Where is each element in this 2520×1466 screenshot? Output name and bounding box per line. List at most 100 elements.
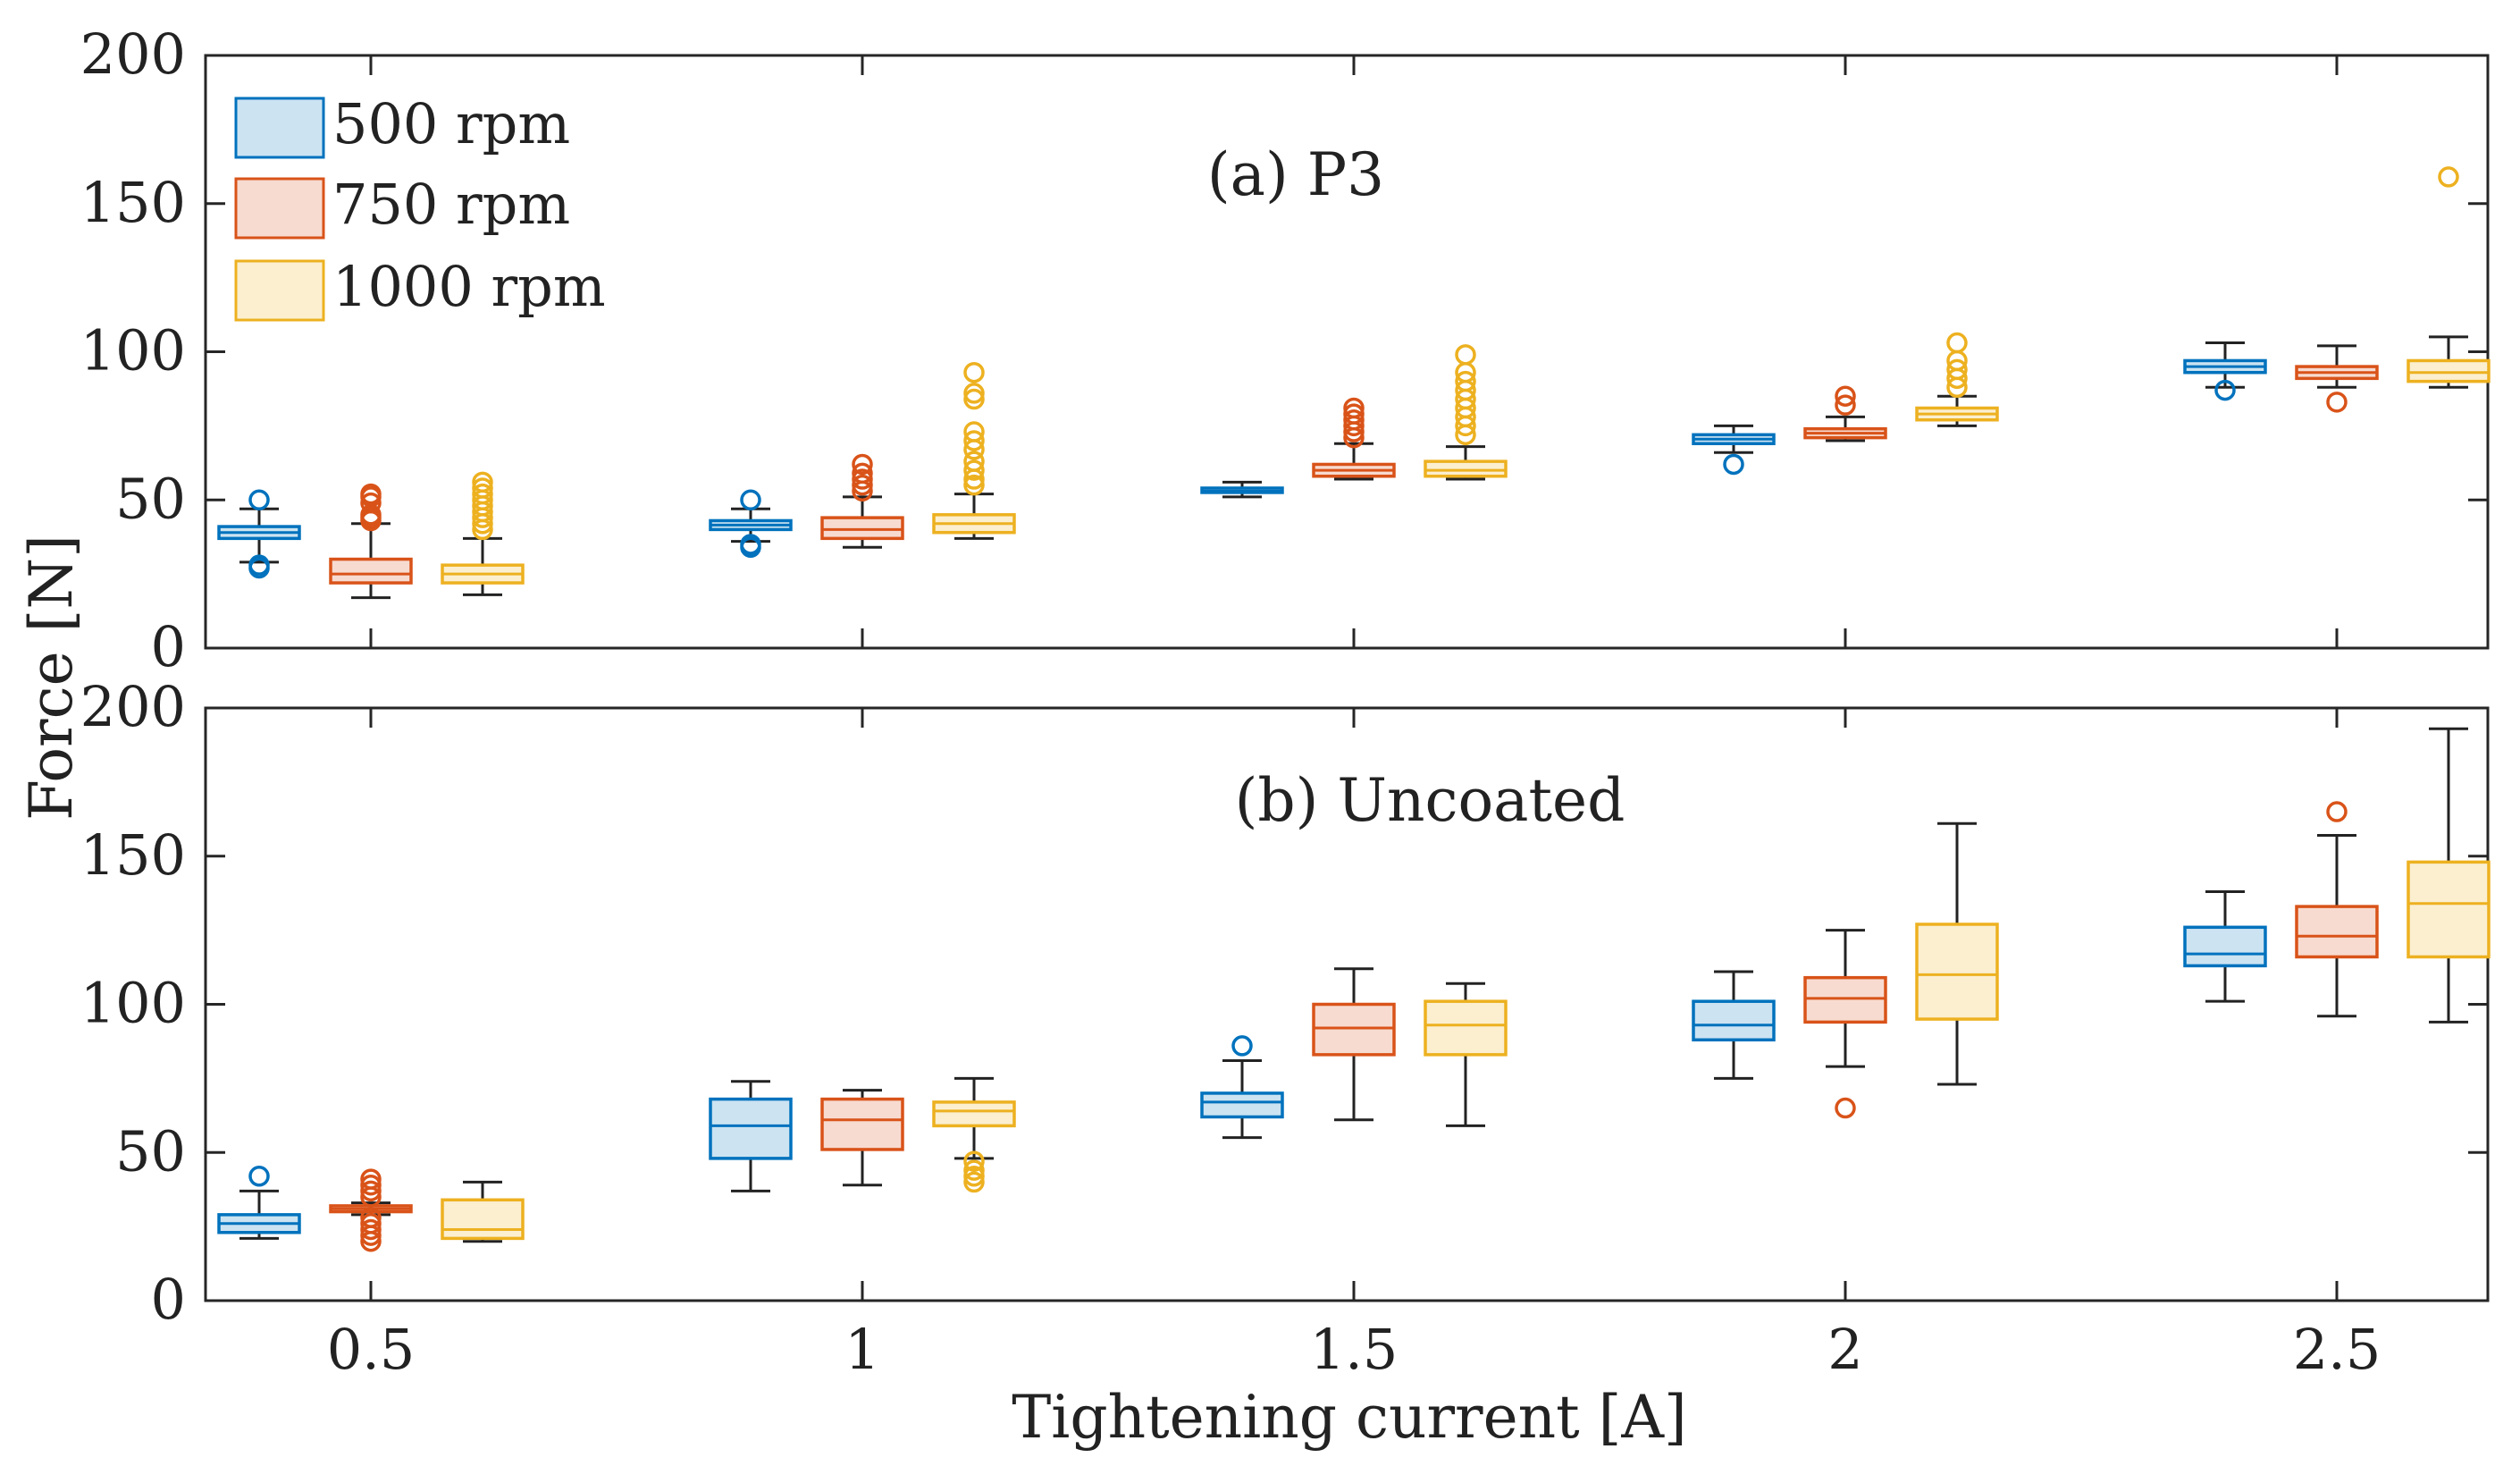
- outlier-a-1-500-rpm-1: [740, 534, 761, 555]
- outlier-b-2-5-750-rpm-0: [2326, 801, 2348, 822]
- outlier-a-1-1000-rpm-8: [963, 383, 985, 404]
- y-tick-label-a-50: 50: [115, 466, 186, 531]
- box-b-1-500-rpm: [709, 1080, 793, 1192]
- box-a-2-5-500-rpm: [2183, 341, 2267, 401]
- outlier-b-0-5-750-rpm-3: [360, 1213, 382, 1234]
- box-a-2-750-rpm: [1803, 385, 1887, 442]
- outlier-a-2-750-rpm-0: [1835, 394, 1856, 416]
- y-ticks-b: 0 50 100 150 200: [80, 674, 2488, 1332]
- x-tick-label-1: 1: [844, 1317, 879, 1382]
- iqr-box-a-1-5-1000-rpm: [1424, 459, 1508, 478]
- outlier-a-0-5-500-rpm-1: [248, 554, 270, 576]
- box-b-2-5-500-rpm: [2183, 890, 2267, 1003]
- iqr-box-b-1-1000-rpm: [932, 1100, 1016, 1128]
- y-axis-label: Force [N]: [17, 535, 86, 821]
- box-a-2-5-1000-rpm: [2407, 166, 2491, 389]
- outlier-a-0-5-1000-rpm-6: [472, 483, 493, 505]
- outlier-a-0-5-750-rpm-5: [360, 483, 382, 505]
- x-ticks-a: [369, 55, 2339, 648]
- legend: 500 rpm 750 rpm 1000 rpm: [225, 75, 606, 343]
- box-a-1-5-500-rpm: [1200, 480, 1284, 499]
- iqr-box-a-1-750-rpm: [820, 516, 904, 541]
- y-tick-label-a-0: 0: [151, 614, 186, 679]
- box-b-2-5-1000-rpm: [2407, 727, 2491, 1024]
- outlier-a-2-5-1000-rpm-0: [2438, 166, 2459, 188]
- x-ticks-b: 0.5 1 1.5 2 2.5: [327, 708, 2381, 1382]
- x-tick-label-1-5: 1.5: [1310, 1317, 1399, 1382]
- box-a-2-5-750-rpm: [2295, 344, 2379, 413]
- iqr-box-a-0-5-750-rpm: [329, 557, 413, 585]
- outlier-a-1-750-rpm-2: [852, 468, 873, 490]
- outlier-b-1-1000-rpm-3: [963, 1150, 985, 1172]
- outlier-a-1-1000-rpm-6: [963, 421, 985, 442]
- iqr-box-b-2-500-rpm: [1692, 999, 1776, 1042]
- box-a-1-750-rpm: [820, 453, 904, 549]
- legend-swatch-1000-rpm: [234, 259, 325, 322]
- x-tick-label-2-5: 2.5: [2293, 1317, 2381, 1382]
- box-a-1-5-1000-rpm: [1424, 344, 1508, 481]
- box-a-1-500-rpm: [709, 489, 793, 559]
- outlier-b-1-1000-rpm-0: [963, 1171, 985, 1193]
- panel-title-a: (a) P3: [1207, 140, 1384, 209]
- iqr-box-b-2-750-rpm: [1803, 975, 1887, 1024]
- outlier-a-2-750-rpm-1: [1835, 385, 1856, 407]
- legend-label-500-rpm: 500 rpm: [332, 91, 570, 156]
- outlier-b-0-5-750-rpm-2: [360, 1218, 382, 1241]
- legend-label-750-rpm: 750 rpm: [332, 172, 570, 237]
- outlier-a-2-500-rpm-0: [1723, 453, 1744, 476]
- outlier-a-1-500-rpm-2: [740, 489, 761, 510]
- iqr-box-b-1-5-500-rpm: [1200, 1091, 1284, 1119]
- y-tick-label-b-100: 100: [80, 971, 186, 1036]
- outlier-a-0-5-750-rpm-3: [360, 492, 382, 514]
- y-tick-label-b-50: 50: [115, 1118, 186, 1184]
- box-b-2-500-rpm: [1692, 970, 1776, 1080]
- outlier-a-2-1000-rpm-2: [1946, 358, 1968, 381]
- box-b-1-5-750-rpm: [1312, 967, 1396, 1122]
- outlier-a-0-5-500-rpm-2: [248, 489, 270, 510]
- box-b-1-5-1000-rpm: [1424, 982, 1508, 1127]
- box-b-2-5-750-rpm: [2295, 801, 2379, 1018]
- panel-b: 0 50 100 150 200 0.5 1 1.5 2 2.5 (b) Uncoated: [80, 674, 2491, 1382]
- outlier-a-1-1000-rpm-9: [963, 361, 985, 383]
- y-ticks-a: 0 50 100 150 200: [80, 21, 2488, 679]
- outlier-b-1-1000-rpm-1: [963, 1166, 985, 1187]
- outlier-a-2-5-500-rpm-0: [2214, 379, 2236, 401]
- iqr-box-b-1-750-rpm: [820, 1097, 904, 1151]
- outlier-a-1-1000-rpm-0: [963, 474, 985, 496]
- outlier-a-1-750-rpm-1: [852, 474, 873, 496]
- box-b-2-1000-rpm: [1915, 821, 1999, 1086]
- y-tick-label-b-200: 200: [80, 674, 186, 739]
- outlier-a-2-1000-rpm-4: [1946, 332, 1968, 354]
- y-tick-label-a-150: 150: [80, 170, 186, 235]
- iqr-box-b-2-5-1000-rpm: [2407, 860, 2491, 959]
- legend-swatch-750-rpm: [234, 177, 325, 240]
- outlier-a-0-5-1000-rpm-8: [472, 471, 493, 493]
- outlier-a-2-5-750-rpm-0: [2326, 392, 2348, 413]
- outlier-a-1-750-rpm-3: [852, 462, 873, 484]
- outlier-a-1-5-750-rpm-3: [1343, 409, 1365, 431]
- outlier-a-1-750-rpm-4: [852, 453, 873, 476]
- x-tick-label-0-5: 0.5: [327, 1317, 416, 1382]
- box-a-2-1000-rpm: [1915, 332, 1999, 427]
- outlier-b-1-5-500-rpm-0: [1231, 1035, 1253, 1057]
- iqr-box-b-0-5-1000-rpm: [441, 1198, 525, 1241]
- box-plots-b: [217, 727, 2491, 1252]
- outlier-a-1-1000-rpm-2: [963, 459, 985, 481]
- box-plots-a: [217, 166, 2491, 600]
- outlier-b-1-1000-rpm-2: [963, 1159, 985, 1181]
- iqr-box-b-1-5-750-rpm: [1312, 1002, 1396, 1057]
- legend-swatch-500-rpm: [234, 97, 325, 159]
- outlier-b-0-5-750-rpm-6: [360, 1180, 382, 1202]
- box-b-2-750-rpm: [1803, 929, 1887, 1119]
- box-b-1-750-rpm: [820, 1089, 904, 1187]
- x-tick-label-2: 2: [1827, 1317, 1862, 1382]
- box-b-0-5-750-rpm: [329, 1168, 413, 1252]
- y-tick-label-a-100: 100: [80, 318, 186, 383]
- box-b-1-5-500-rpm: [1200, 1035, 1284, 1140]
- box-a-0-5-1000-rpm: [441, 471, 525, 596]
- box-b-0-5-1000-rpm: [441, 1180, 525, 1243]
- outlier-b-2-750-rpm-0: [1835, 1097, 1856, 1119]
- legend-label-1000-rpm: 1000 rpm: [332, 254, 606, 319]
- outlier-b-0-5-750-rpm-4: [360, 1207, 382, 1228]
